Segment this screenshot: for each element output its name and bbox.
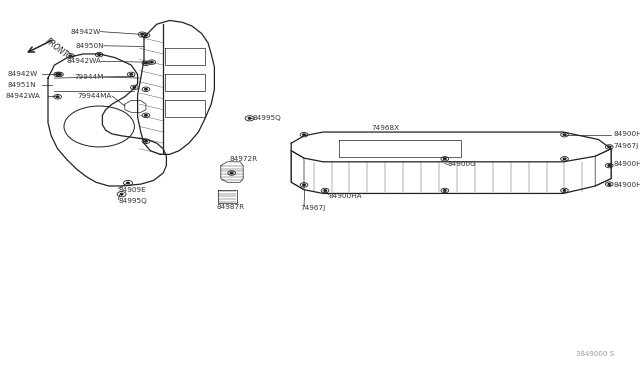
Text: 3849000 S: 3849000 S [577,351,614,357]
Circle shape [56,96,59,97]
Circle shape [130,74,132,75]
Circle shape [145,62,147,64]
Text: 84942W: 84942W [8,71,38,77]
Circle shape [608,146,611,148]
Text: 84900HA: 84900HA [328,193,362,199]
Circle shape [120,193,123,195]
Circle shape [58,74,61,75]
Text: 74967J: 74967J [301,205,326,211]
Circle shape [608,165,611,166]
Circle shape [56,74,59,75]
Text: 84900HA: 84900HA [613,131,640,137]
Circle shape [127,182,129,184]
Text: 74968X: 74968X [371,125,399,131]
Circle shape [444,158,446,160]
Circle shape [145,115,147,116]
Circle shape [141,33,143,35]
Text: 84950N: 84950N [75,43,104,49]
Circle shape [444,190,446,191]
Circle shape [150,61,153,63]
Text: 84942WA: 84942WA [5,93,40,99]
Circle shape [563,158,566,160]
Text: 84995Q: 84995Q [118,198,147,204]
Circle shape [145,89,147,90]
Text: 79944MA: 79944MA [77,93,112,99]
Circle shape [608,183,611,185]
Text: 84942WA: 84942WA [67,58,101,64]
Circle shape [69,55,72,57]
Circle shape [303,134,305,135]
Circle shape [230,172,233,174]
Text: 84987R: 84987R [216,204,244,210]
Text: 84972R: 84972R [229,156,257,162]
Circle shape [145,35,147,36]
Circle shape [98,54,100,55]
Text: 84951N: 84951N [8,82,36,88]
Circle shape [563,190,566,191]
Text: 74967J: 74967J [613,143,638,149]
Circle shape [324,190,326,191]
Circle shape [303,184,305,186]
Text: 84900G: 84900G [448,161,477,167]
Circle shape [133,87,136,88]
Circle shape [145,141,147,142]
Text: 84995Q: 84995Q [253,115,282,121]
Text: 84900H: 84900H [613,161,640,167]
Text: 79944M: 79944M [74,74,104,80]
Text: 84942W: 84942W [70,29,100,35]
Text: FRONT: FRONT [44,36,70,59]
Text: 84900H: 84900H [613,182,640,188]
Circle shape [248,118,251,119]
Circle shape [563,134,566,135]
Text: 84909E: 84909E [118,187,146,193]
